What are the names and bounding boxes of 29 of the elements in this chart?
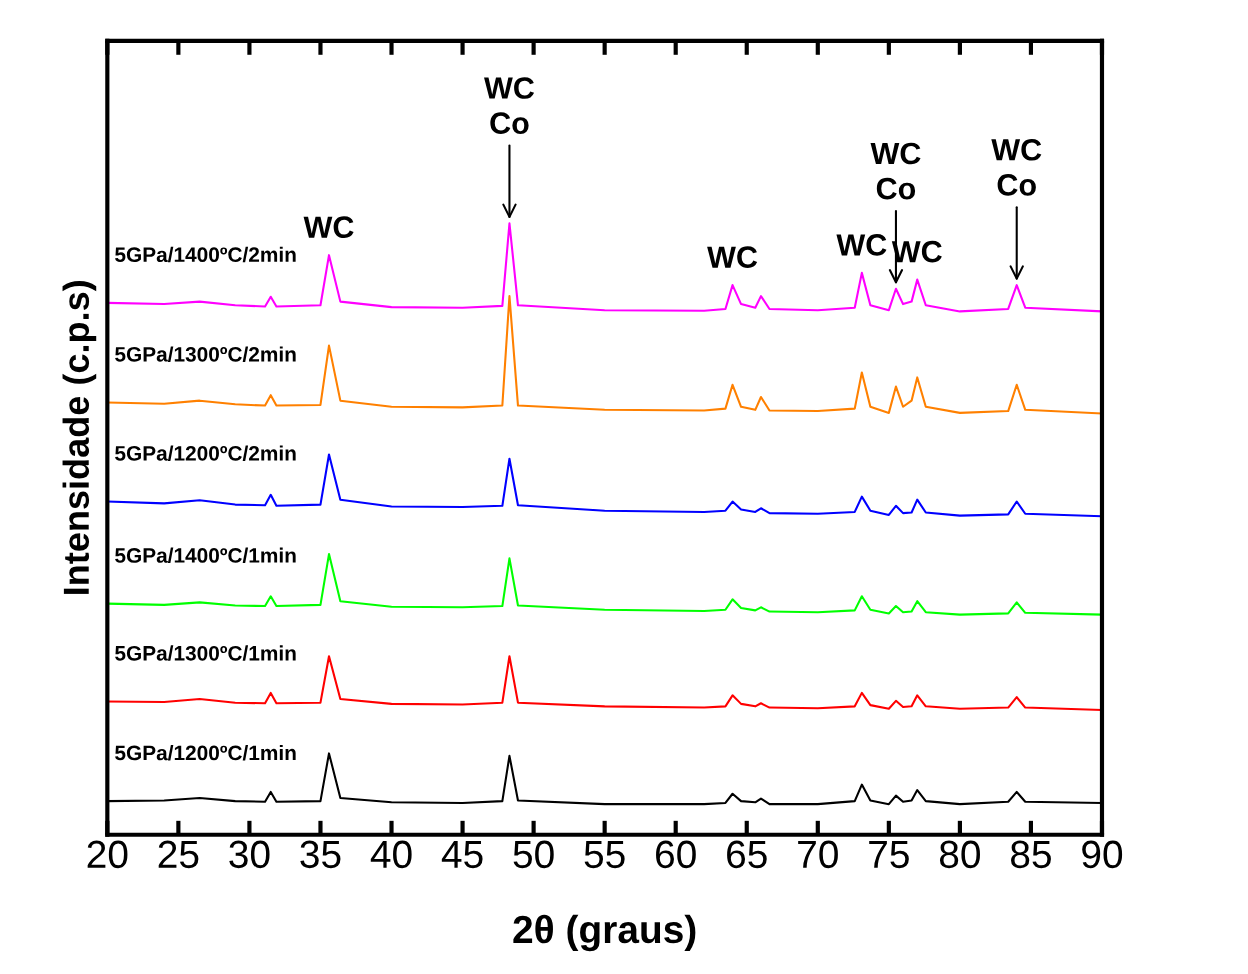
x-tick-label: 45 — [441, 841, 483, 869]
series-label: 5GPa/1400ºC/2min — [115, 246, 296, 263]
series-label: 5GPa/1200ºC/2min — [115, 445, 296, 461]
annotation: WC Co — [484, 77, 535, 134]
annotation: WC — [303, 216, 354, 239]
x-tick-label: 85 — [1011, 840, 1051, 869]
x-tick-label: 70 — [798, 840, 838, 869]
x-tick-label: 55 — [584, 841, 625, 869]
x-tick-label: 20 — [87, 840, 128, 869]
annotation: WC Co — [991, 138, 1042, 196]
x-tick-label: 25 — [158, 840, 199, 869]
annotation: WC — [707, 246, 758, 268]
x-tick-label: 35 — [300, 840, 341, 869]
x-tick-label: 50 — [513, 840, 554, 869]
x-tick-label: 65 — [727, 840, 767, 869]
series-label: 5GPa/1200ºC/1min — [115, 744, 296, 761]
annotation: WC — [836, 234, 887, 256]
series-label: 5GPa/1300ºC/2min — [115, 346, 296, 362]
y-axis-title: Intensidade (c.p.s) — [62, 281, 97, 594]
x-axis-title: 2θ (graus) — [513, 914, 696, 952]
annotation: WC Co — [870, 142, 921, 200]
x-tick-label: 90 — [1082, 840, 1123, 869]
x-tick-label: 60 — [656, 840, 696, 869]
x-tick-label: 40 — [370, 840, 412, 869]
x-tick-label: 75 — [869, 841, 909, 869]
series-label: 5GPa/1400ºC/1min — [115, 547, 296, 564]
x-tick-label: 30 — [229, 840, 270, 869]
x-tick-label: 80 — [939, 840, 980, 869]
series-label: 5GPa/1300ºC/1min — [115, 645, 296, 661]
